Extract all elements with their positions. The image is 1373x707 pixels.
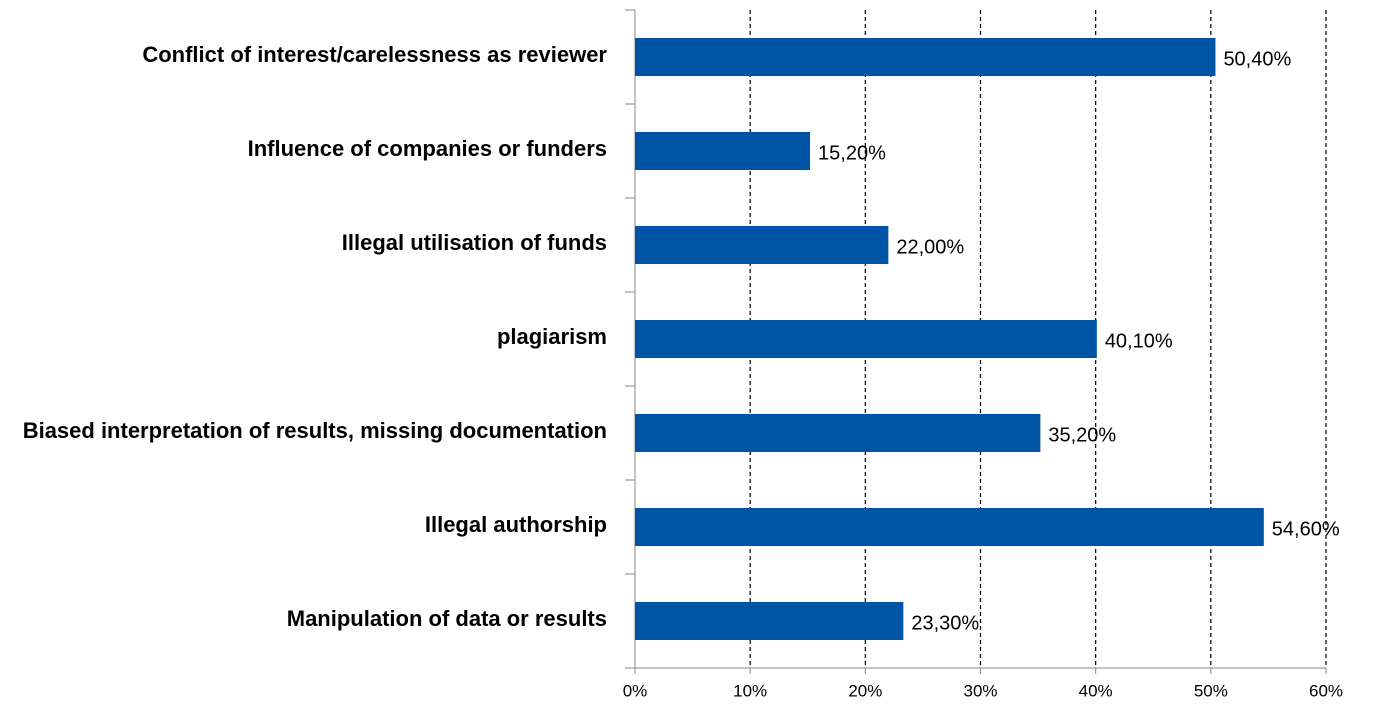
bar <box>635 508 1264 546</box>
y-tick-label: Influence of companies or funders <box>247 136 607 161</box>
bar <box>635 320 1097 358</box>
x-tick-label: 20% <box>848 681 882 700</box>
bar <box>635 602 904 640</box>
x-tick-label: 30% <box>963 681 997 700</box>
x-tick-label: 50% <box>1194 681 1228 700</box>
y-tick-label: Conflict of interest/carelessness as rev… <box>142 42 607 67</box>
x-tick-label: 40% <box>1079 681 1113 700</box>
value-label: 50,40% <box>1223 48 1291 70</box>
bar <box>635 414 1041 452</box>
value-label: 22,00% <box>896 236 964 258</box>
value-label: 23,30% <box>911 612 979 634</box>
bar <box>635 132 811 170</box>
bar <box>635 226 889 264</box>
x-tick-label: 10% <box>733 681 767 700</box>
y-tick-label: plagiarism <box>496 324 607 349</box>
value-label: 35,20% <box>1048 424 1116 446</box>
bar <box>635 38 1216 76</box>
y-tick-label: Manipulation of data or results <box>286 606 607 631</box>
x-tick-label: 0% <box>623 681 648 700</box>
y-tick-label: Illegal utilisation of funds <box>341 230 607 255</box>
value-label: 54,60% <box>1272 518 1340 540</box>
value-label: 40,10% <box>1105 330 1173 352</box>
y-tick-label: Biased interpretation of results, missin… <box>22 418 607 443</box>
value-label: 15,20% <box>818 142 886 164</box>
y-tick-label: Illegal authorship <box>424 512 607 537</box>
x-tick-label: 60% <box>1309 681 1343 700</box>
